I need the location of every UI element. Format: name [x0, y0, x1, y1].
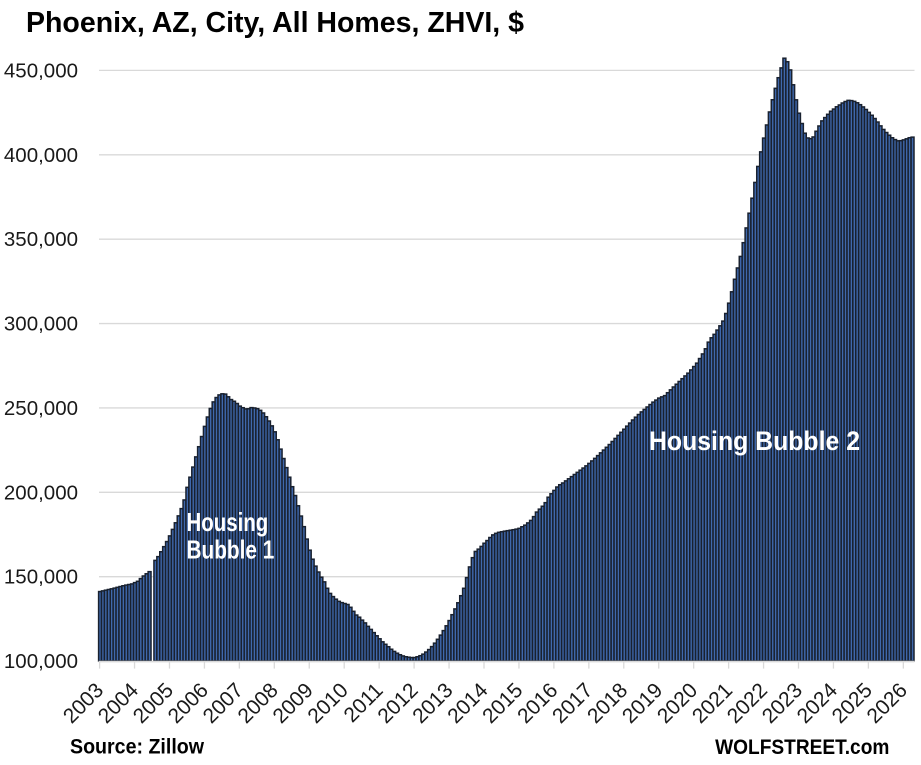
svg-text:450,000: 450,000 [4, 59, 78, 82]
svg-text:Housing: Housing [187, 507, 269, 537]
svg-text:350,000: 350,000 [4, 228, 78, 251]
svg-text:400,000: 400,000 [4, 144, 78, 167]
svg-text:300,000: 300,000 [4, 313, 78, 336]
svg-text:Bubble 1: Bubble 1 [187, 535, 275, 565]
svg-text:Housing Bubble 2: Housing Bubble 2 [649, 426, 860, 456]
svg-text:200,000: 200,000 [4, 481, 78, 504]
svg-text:250,000: 250,000 [4, 397, 78, 420]
svg-text:150,000: 150,000 [4, 566, 78, 589]
svg-text:100,000: 100,000 [4, 650, 78, 673]
svg-text:Phoenix, AZ, City, All Homes,: Phoenix, AZ, City, All Homes, ZHVI, $ [26, 7, 524, 39]
svg-text:WOLFSTREET.com: WOLFSTREET.com [715, 736, 889, 759]
svg-text:Source: Zillow: Source: Zillow [70, 734, 204, 758]
